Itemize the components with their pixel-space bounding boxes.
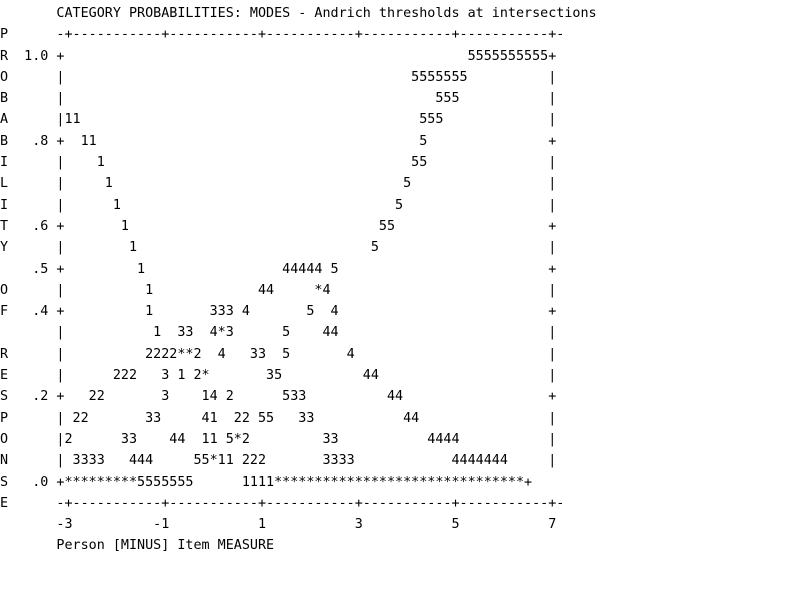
plot-row: F .4 + 1 333 4 5 4 + [0,304,557,320]
plot-row: R 1.0 + 5555555555+ [0,48,557,64]
plot-row: Y | 1 5 | [0,240,557,256]
plot-row: S .2 + 22 3 14 2 533 44 + [0,389,557,405]
plot-row: L | 1 5 | [0,176,557,192]
plot-row: T .6 + 1 55 + [0,218,557,234]
category-probability-chart: CATEGORY PROBABILITIES: MODES - Andrich … [0,3,597,557]
plot-row: P | 22 33 41 22 55 33 44 | [0,410,557,426]
plot-row: N | 3333 444 55*11 222 3333 4444444 | [0,453,557,469]
plot-row: O | 1 44 *4 | [0,282,557,298]
plot-row: E | 222 3 1 2* 35 44 | [0,368,557,384]
plot-row: B | 555 | [0,91,557,107]
plot-row: O | 5555555 | [0,69,557,85]
x-axis-label: Person [MINUS] Item MEASURE [0,538,275,554]
plot-row: I | 1 55 | [0,155,557,171]
plot-row: A |11 555 | [0,112,557,128]
plot-row: O |2 33 44 11 5*2 33 4444 | [0,431,557,447]
plot-row: I | 1 5 | [0,197,557,213]
plot-row: R | 2222**2 4 33 5 4 | [0,346,557,362]
plot-row: P -+-----------+-----------+-----------+… [0,27,565,43]
plot-row: | 1 33 4*3 5 44 | [0,325,557,341]
plot-row: .5 + 1 44444 5 + [0,261,557,277]
chart-title: CATEGORY PROBABILITIES: MODES - Andrich … [0,6,597,21]
plot-row: E -+-----------+-----------+-----------+… [0,495,565,511]
plot-row: S .0 +*********5555555 1111*************… [0,474,533,490]
plot-row: B .8 + 11 5 + [0,133,557,149]
x-tick-labels: -3 -1 1 3 5 7 [0,517,557,533]
